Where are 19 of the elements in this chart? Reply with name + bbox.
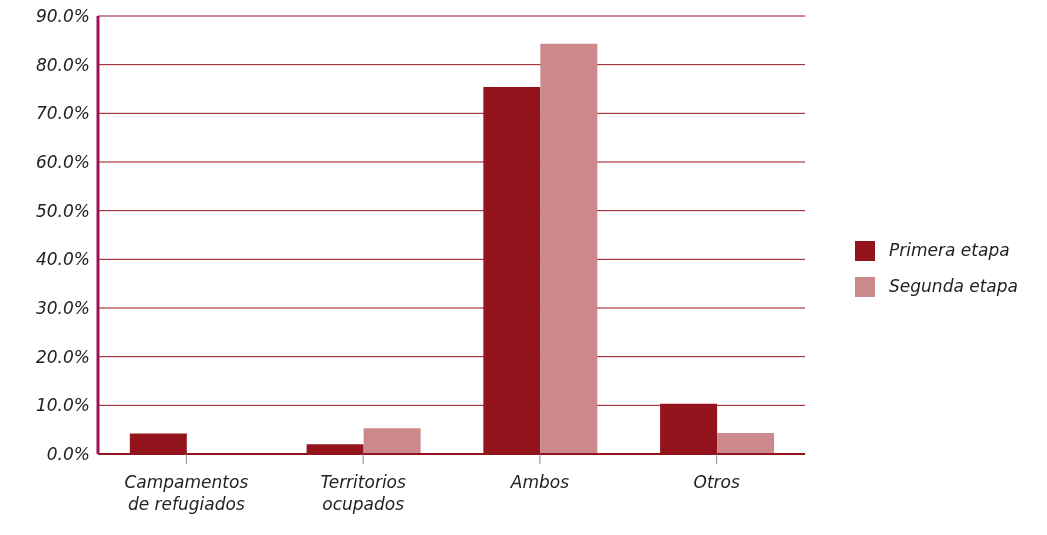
- y-tick-label: 40.0%: [35, 249, 90, 270]
- x-tick-label: Ambos: [509, 472, 570, 492]
- bar: [717, 433, 775, 454]
- y-tick-label: 50.0%: [35, 200, 90, 221]
- y-tick-label: 10.0%: [35, 395, 90, 416]
- y-tick-label: 80.0%: [35, 54, 90, 75]
- y-tick-label: 30.0%: [35, 298, 90, 319]
- bar: [540, 43, 598, 454]
- y-tick-label: 70.0%: [35, 103, 90, 124]
- x-tick-label: Campamentos de refugiados: [124, 472, 249, 514]
- y-tick-label: 60.0%: [35, 152, 90, 173]
- legend-label: Primera etapa: [889, 240, 1010, 260]
- bar: [363, 428, 421, 454]
- x-tick-label: Otros: [693, 472, 740, 492]
- y-tick-label: 0.0%: [46, 444, 90, 465]
- x-tick-label: Territorios ocupados: [320, 472, 407, 514]
- y-tick-label: 90.0%: [35, 6, 90, 27]
- legend-label: Segunda etapa: [889, 276, 1018, 296]
- y-tick-label: 20.0%: [35, 346, 90, 367]
